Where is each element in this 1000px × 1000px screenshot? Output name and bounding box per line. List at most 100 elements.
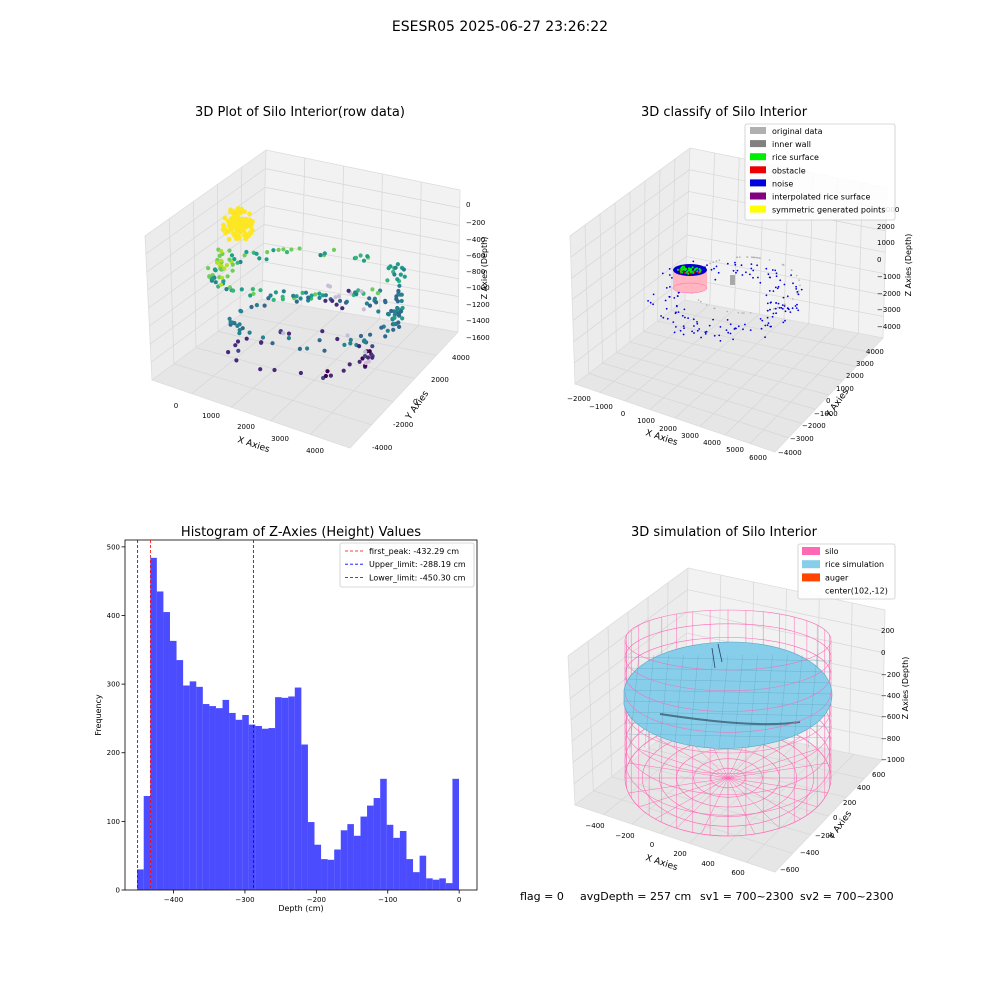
classify-original-point — [791, 298, 794, 300]
classify-gridline — [614, 202, 617, 353]
classify-obstacle-point — [697, 271, 700, 274]
silo-bottom-spoke — [655, 736, 729, 779]
raw-point — [365, 355, 371, 360]
raw-gridline — [191, 305, 302, 394]
raw-x-tick-labels: 0 1000 2000 3000 4000 — [174, 402, 324, 455]
classify-original-point — [777, 306, 779, 309]
classify-noise-point — [800, 288, 803, 291]
raw-point — [239, 287, 244, 292]
classify-noise-point — [672, 321, 675, 323]
classify-original-point — [797, 290, 800, 292]
raw-point — [271, 297, 276, 302]
raw-point — [400, 316, 405, 321]
raw-point — [361, 307, 366, 312]
raw-point — [233, 343, 238, 348]
classify-x-tick-labels: −2000−1000 0 1000 2000 3000 4000 5000 6000 — [567, 395, 767, 462]
raw-point — [251, 291, 256, 296]
classify-noise-point — [736, 269, 739, 272]
histogram-bar — [281, 697, 289, 890]
raw-point — [280, 297, 285, 302]
simulation-gridline — [607, 626, 613, 777]
classify-z-tick-label: −3000 — [877, 306, 901, 314]
raw-point — [239, 226, 245, 232]
raw-point — [224, 287, 229, 292]
histogram-x-tick-label: −400 — [164, 896, 183, 904]
classify-noise-point — [794, 305, 797, 307]
raw-point — [297, 246, 302, 251]
raw-y-tick-label: 2000 — [431, 376, 449, 384]
classify-noise-point — [714, 278, 717, 281]
histogram-bars — [137, 557, 460, 890]
classify-noise-point — [726, 262, 729, 265]
raw-point — [317, 291, 322, 296]
classify-rice-surface-point — [676, 268, 680, 271]
classify-gridline — [624, 309, 735, 402]
classify-noise-point — [761, 319, 764, 322]
raw-point — [327, 284, 333, 289]
histogram-y-tick-label: 0 — [116, 887, 120, 895]
silo-bottom-spoke — [628, 777, 729, 794]
classify-noise-point — [764, 324, 767, 327]
classify-noise-point — [796, 303, 798, 306]
silo-bottom-spoke — [727, 777, 780, 829]
classify-noise-point — [769, 325, 772, 328]
raw-gridline — [239, 314, 437, 356]
simulation-x-tick-label: 600 — [731, 869, 744, 877]
raw-point — [358, 253, 363, 258]
histogram-bar — [367, 805, 374, 890]
silo-wall-ring-front — [624, 777, 832, 837]
classify-noise-point — [740, 264, 743, 267]
raw-point — [368, 332, 373, 337]
classify-noise-point — [765, 294, 768, 297]
classify-noise-point — [734, 263, 737, 266]
raw-point — [395, 277, 400, 282]
raw-z-tick-label: −1200 — [466, 301, 490, 309]
classify-noise-point — [675, 304, 678, 307]
raw-point — [265, 250, 270, 255]
raw-point — [399, 298, 404, 304]
classify-noise-point — [660, 315, 662, 317]
classify-x-tick-label: 6000 — [749, 454, 767, 462]
classify-original-point — [799, 284, 801, 287]
classify-noise-point — [771, 315, 774, 318]
raw-point — [281, 247, 286, 252]
raw-y-tick-label: 0 — [413, 398, 417, 406]
raw-z-axis-label: Z Axies (Depth) — [480, 237, 489, 300]
classify-noise-point — [752, 269, 755, 272]
classify-noise-point — [712, 318, 714, 321]
classify-original-point — [756, 256, 759, 259]
raw-point — [364, 301, 369, 306]
raw-point — [238, 308, 243, 313]
classify-rice-surface-point — [699, 270, 702, 273]
classify-rice-surface-point — [682, 268, 685, 271]
classify-rice-surface-point — [695, 267, 699, 270]
classify-noise-point — [700, 336, 702, 339]
raw-point — [248, 224, 253, 229]
classify-plot-title: 3D classify of Silo Interior — [641, 105, 808, 120]
raw-point — [402, 274, 407, 279]
simulation-z-tick-label: −600 — [881, 713, 900, 721]
classify-gridline — [649, 313, 760, 410]
classify-y-tick-label: −3000 — [790, 435, 814, 443]
simulation-legend-swatch — [802, 547, 820, 555]
classify-noise-point — [780, 306, 783, 309]
classify-x-tick-label: 4000 — [703, 439, 721, 447]
raw-x-tick-label: 0 — [174, 402, 178, 410]
simulation-x-tick-label: 0 — [650, 841, 654, 849]
raw-point — [346, 288, 351, 293]
raw-point — [393, 265, 398, 270]
classify-original-point — [726, 310, 728, 313]
rice-simulation-surface — [623, 641, 833, 749]
classify-x-tick-label: 1000 — [637, 417, 655, 425]
classify-noise-point — [705, 330, 708, 333]
classify-noise-point — [767, 273, 770, 276]
raw-point — [231, 209, 237, 215]
raw-point — [340, 306, 345, 311]
classify-noise-point — [693, 332, 695, 334]
raw-point — [385, 328, 390, 333]
raw-point — [258, 288, 263, 293]
footer-status: flag = 0 avgDepth = 257 cm sv1 = 700~230… — [520, 890, 894, 903]
raw-gridline — [264, 205, 460, 244]
classify-noise-point — [757, 276, 759, 279]
classify-noise-point — [797, 309, 800, 312]
